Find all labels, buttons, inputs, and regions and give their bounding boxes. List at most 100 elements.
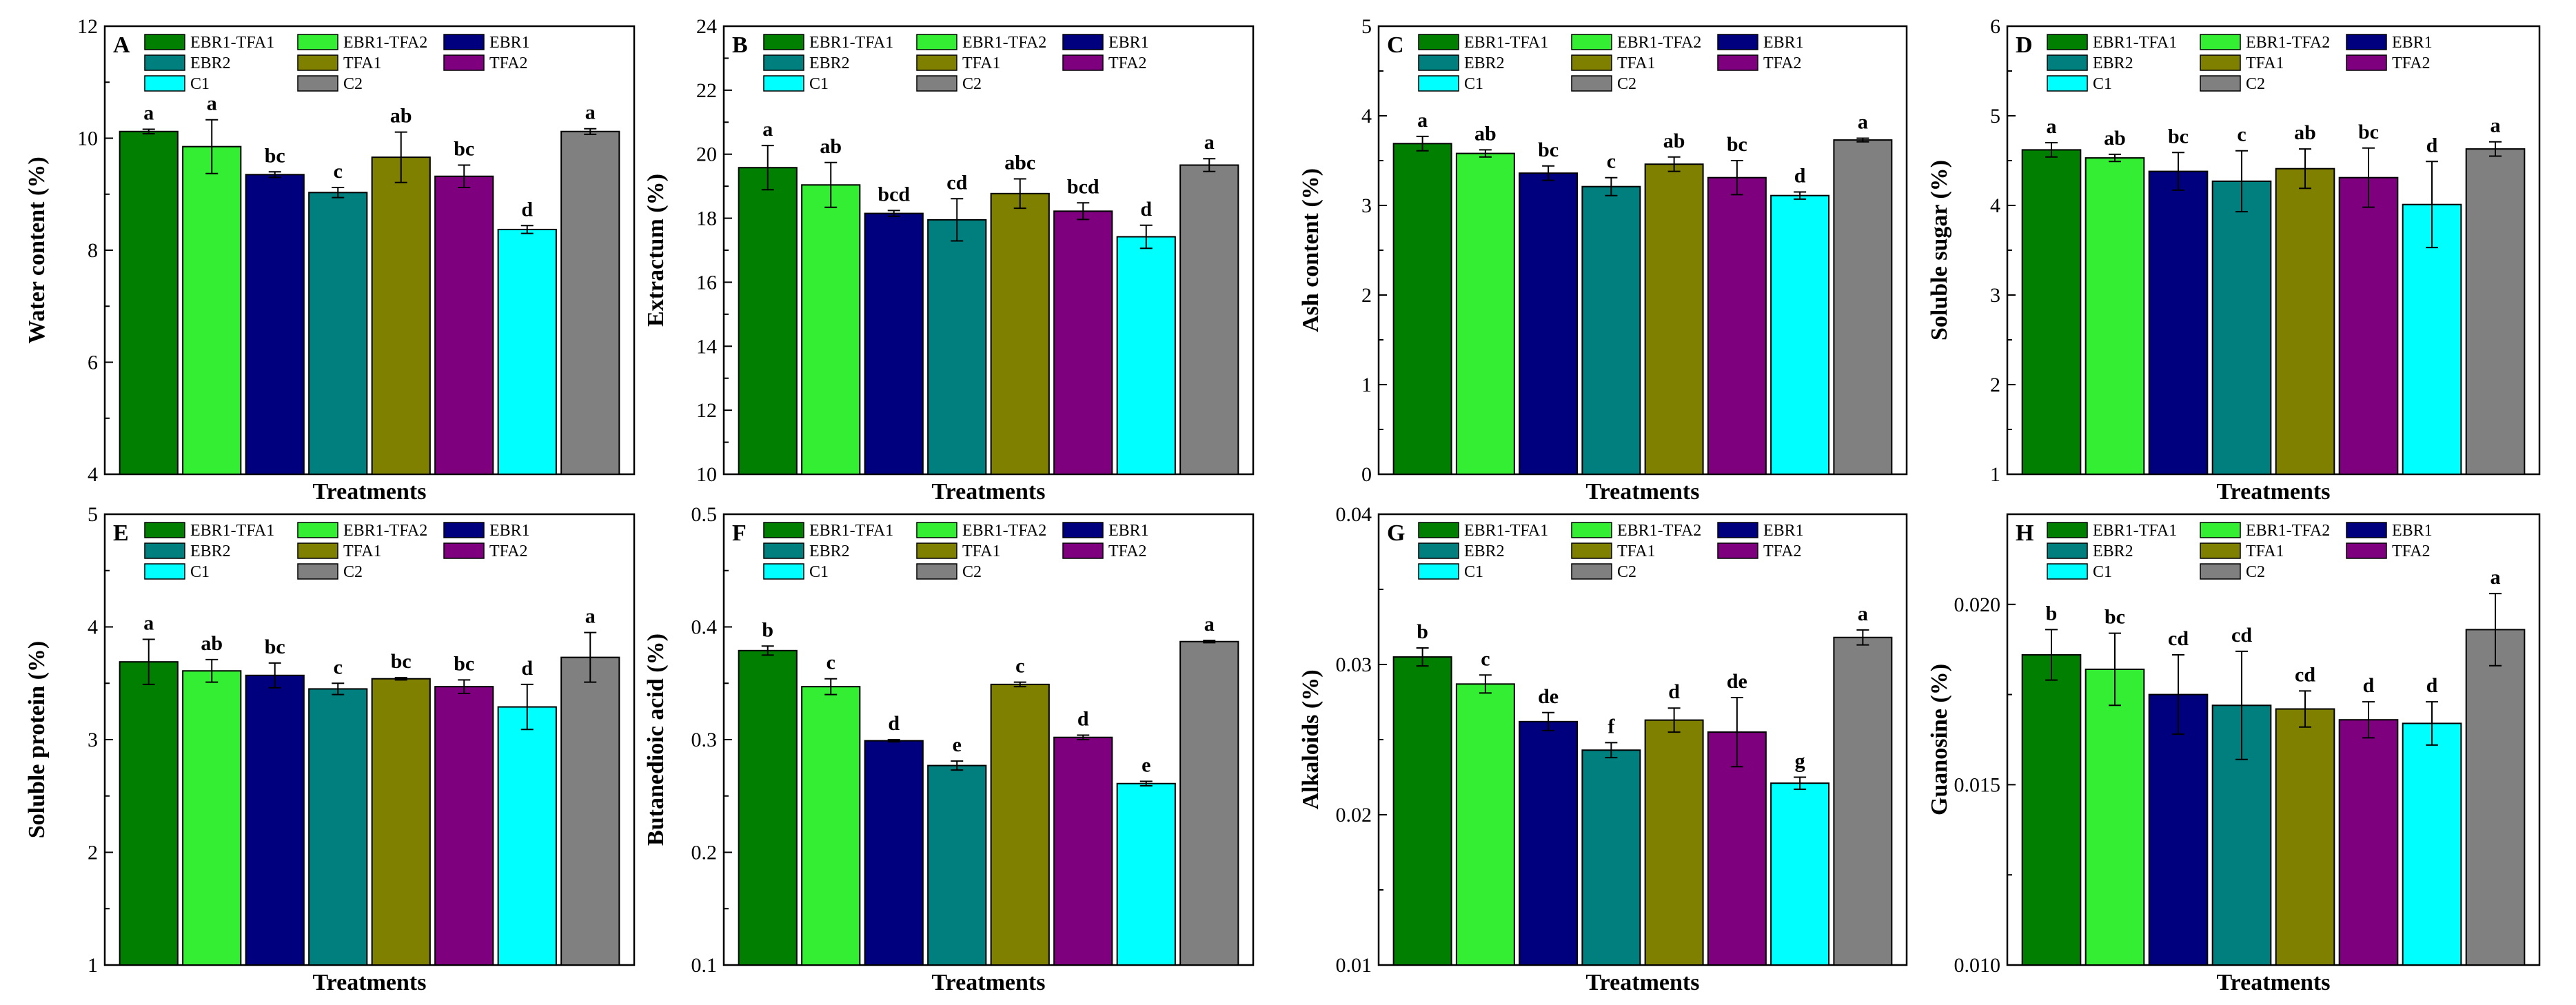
legend-label: EBR1-TFA1 [2093,34,2177,52]
significance-label: a [1858,602,1868,625]
bar-c2 [2465,148,2526,475]
bar-c1 [2402,722,2462,966]
y-tick-label: 22 [696,79,717,102]
legend-label: C1 [2093,563,2112,581]
error-bar [1013,681,1026,688]
bar-c2 [560,130,620,475]
legend-swatch-tfa2 [443,54,485,71]
legend-swatch-c1 [144,75,185,92]
error-bar [142,638,155,685]
legend-swatch-ebr2 [763,542,804,559]
legend-swatch-ebr1 [443,34,485,50]
bar-tfa1 [371,678,431,966]
bar-tfa2 [1707,731,1767,966]
legend-swatch-ebr1 [1717,522,1758,538]
y-axis-title: Alkaloids (%) [1298,669,1324,809]
legend-swatch-ebr1-tfa1 [1418,34,1459,50]
error-bar [2489,593,2502,667]
bar-tfa2 [2338,176,2399,475]
legend-label: TFA1 [2246,54,2284,72]
error-bar [1077,202,1090,221]
error-bar [1203,158,1216,172]
error-bar [520,225,534,234]
error-bar [1542,165,1555,181]
significance-label: c [826,651,835,674]
error-bar [458,679,471,694]
significance-label: cd [2295,663,2315,686]
y-tick-label: 0.015 [1954,773,2001,796]
y-tick-label: 14 [696,335,717,358]
bar-ebr1-tfa2 [801,184,861,475]
legend-swatch-ebr1-tfa1 [2047,522,2088,538]
legend-label: EBR1-TFA2 [2246,522,2330,540]
error-bar [2109,153,2121,163]
bar-ebr1-tfa1 [2021,149,2082,475]
legend: EBR1-TFA1 EBR1-TFA2 EBR1 EBR2 TFA1 TFA2 C1 C2 [2047,522,2433,581]
bar-ebr2 [2211,180,2272,475]
error-bar [268,662,281,689]
y-tick-label: 10 [696,463,717,486]
bar-ebr1 [1519,172,1579,475]
legend-swatch-c2 [2200,563,2241,580]
error-bar [1794,776,1807,790]
legend-label: EBR2 [1464,542,1505,560]
legend: EBR1-TFA1 EBR1-TFA2 EBR1 EBR2 TFA1 TFA2 C1 C2 [144,34,530,93]
legend-label: EBR1-TFA2 [1617,34,1701,52]
significance-label: a [585,101,596,124]
legend-swatch-c1 [763,563,804,580]
error-bar [1730,160,1743,196]
legend-swatch-ebr2 [2047,54,2088,71]
legend-swatch-ebr2 [144,54,185,71]
significance-label: c [2237,123,2246,146]
x-axis-title: Treatments [932,479,1046,505]
bar-tfa1 [2275,708,2335,966]
x-axis-title: Treatments [313,970,427,995]
legend-label: C1 [809,563,829,581]
significance-label: d [2426,674,2438,697]
legend-label: EBR1-TFA1 [190,34,274,52]
legend-label: EBR1 [2392,34,2433,52]
significance-label: a [585,605,596,628]
error-bar [205,658,219,683]
y-tick-label: 5 [88,503,98,526]
y-axis-title: Water content (%) [24,156,50,343]
y-tick-label: 0.010 [1954,954,2001,977]
legend-label: EBR2 [190,542,231,560]
significance-label: d [1794,165,1806,187]
bar-ebr2 [927,764,987,966]
error-bar [2109,632,2121,707]
y-axis-title: Guanosine (%) [1927,664,1952,815]
legend-label: C2 [343,563,363,581]
legend-label: TFA2 [489,542,528,560]
legend-label: EBR1-TFA2 [343,522,427,540]
legend: EBR1-TFA1 EBR1-TFA2 EBR1 EBR2 TFA1 TFA2 C1 C2 [1418,522,1804,581]
significance-label: a [143,102,154,125]
significance-label: d [1077,707,1089,730]
legend-swatch-ebr1-tfa2 [297,522,338,538]
significance-label: abc [1004,151,1035,174]
legend-swatch-ebr1-tfa2 [2200,34,2241,50]
legend-label: C2 [962,75,982,93]
bar-ebr1 [1519,720,1579,966]
chart-panel-a: a a bc c ab bc d a 4 6 8 10 12 A Treatments Water conte… [24,15,636,505]
chart-panel-d: a ab bc c ab bc d a 1 2 3 4 5 6D Treatments Soluble sug… [1927,15,2541,505]
error-bar [1416,135,1429,152]
bar-c1 [1770,782,1830,966]
panel-letter: D [2016,32,2033,58]
legend-label: TFA1 [962,54,1001,72]
legend-label: TFA1 [343,542,382,560]
significance-label: a [207,92,217,115]
bar-tfa1 [990,683,1050,966]
error-bar [1479,149,1492,158]
significance-label: d [888,712,900,735]
significance-label: c [1015,655,1024,678]
bar-ebr1 [2148,170,2209,475]
legend-swatch-ebr2 [2047,542,2088,559]
error-bar [1542,711,1555,731]
legend-label: EBR1-TFA1 [809,34,893,52]
chart-panel-c: a ab bc c ab bc d a 0 1 2 3 4 5C Treatments Ash content… [1298,15,1908,505]
legend-swatch-ebr2 [1418,54,1459,71]
bar-c1 [1116,236,1176,475]
bar-tfa1 [371,156,431,475]
y-axis-title: Extractum (%) [643,174,669,327]
